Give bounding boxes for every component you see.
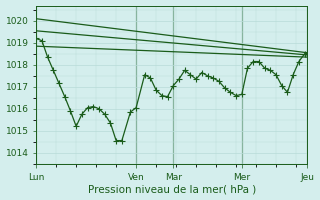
X-axis label: Pression niveau de la mer( hPa ): Pression niveau de la mer( hPa ) [88,184,256,194]
